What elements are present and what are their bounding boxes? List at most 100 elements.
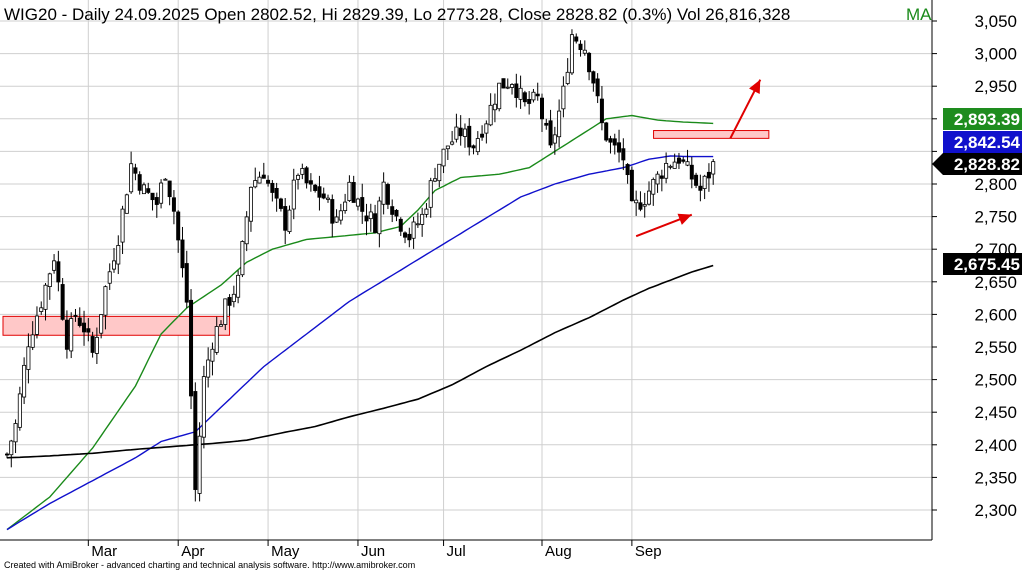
candle-body	[330, 199, 335, 224]
candle-body	[458, 127, 463, 137]
candle-body	[99, 314, 104, 334]
candle-body	[561, 85, 566, 110]
y-tick-label: 2,950	[974, 77, 1017, 96]
candle-body	[300, 168, 305, 175]
candle-body	[634, 199, 639, 204]
candle-body	[488, 104, 493, 126]
candle-body	[522, 92, 527, 103]
axis-layer	[0, 0, 933, 541]
candle-body	[321, 193, 326, 199]
candle-body	[124, 194, 129, 214]
candle-body	[146, 188, 151, 193]
candle-body	[599, 98, 604, 124]
candle-body	[552, 134, 557, 144]
candle-body	[621, 148, 626, 161]
price-badges: 2,893.39 2,842.54 2,828.82 2,675.45	[932, 108, 1022, 275]
x-tick-labels: Mar Apr May Jun Jul Aug Sep	[87, 540, 662, 560]
candle-body	[625, 164, 630, 176]
candle-body	[364, 215, 369, 222]
candle-body	[253, 180, 258, 188]
candle-body	[274, 188, 279, 199]
candle-body	[565, 71, 570, 84]
candle-body	[22, 364, 27, 398]
candle-layer	[5, 29, 716, 502]
candle-body	[52, 260, 57, 271]
candle-body	[514, 83, 519, 98]
candle-body	[257, 176, 262, 184]
candle-body	[43, 284, 48, 310]
candle-body	[437, 163, 442, 182]
candle-body	[184, 263, 189, 303]
badge-ma-short-bg	[943, 108, 1022, 130]
y-tick-label: 2,750	[974, 208, 1017, 227]
candle-body	[647, 190, 652, 205]
y-tick-label: 2,650	[974, 273, 1017, 292]
candle-body	[34, 315, 39, 335]
candle-body	[672, 161, 677, 169]
x-tick-label: Apr	[181, 543, 204, 560]
candle-body	[604, 122, 609, 141]
candle-body	[574, 36, 579, 42]
candle-body	[338, 210, 343, 221]
candle-body	[56, 261, 61, 283]
arrow-head	[677, 213, 692, 225]
candle-body	[154, 197, 159, 205]
candle-body	[60, 284, 65, 320]
candle-body	[681, 159, 686, 162]
x-tick-label: Mar	[91, 543, 117, 560]
candle-body	[569, 34, 574, 74]
candle-body	[548, 120, 553, 146]
candle-body	[480, 133, 485, 138]
candle-body	[390, 206, 395, 215]
candle-body	[103, 286, 108, 316]
candle-body	[368, 211, 373, 220]
candle-body	[441, 148, 446, 167]
candle-body	[116, 245, 121, 265]
candle-body	[377, 200, 382, 235]
candle-body	[381, 181, 386, 205]
candle-body	[557, 110, 562, 138]
candle-body	[394, 209, 399, 217]
candle-body	[527, 98, 532, 104]
candle-body	[492, 103, 497, 111]
candle-body	[193, 391, 198, 490]
candle-body	[591, 71, 596, 84]
candle-body	[711, 161, 716, 175]
candle-body	[296, 174, 301, 180]
candle-body	[26, 346, 31, 370]
chart-title: WIG20 - Daily 24.09.2025 Open 2802.52, H…	[4, 5, 790, 24]
candle-body	[129, 163, 134, 193]
x-tick-label: May	[271, 543, 300, 560]
candle-body	[248, 186, 253, 222]
candle-body	[313, 184, 318, 191]
candle-body	[689, 164, 694, 180]
candle-body	[462, 128, 467, 137]
candle-body	[420, 213, 425, 225]
candle-body	[94, 336, 99, 354]
candle-body	[325, 197, 330, 200]
y-tick-label: 2,500	[974, 371, 1017, 390]
candle-body	[141, 184, 146, 195]
candle-body	[706, 171, 711, 179]
candle-body	[112, 260, 117, 270]
candle-body	[428, 180, 433, 208]
x-tick-label: Jul	[447, 543, 466, 560]
candle-body	[13, 423, 18, 443]
candle-body	[291, 179, 296, 210]
candle-body	[445, 145, 450, 150]
badge-close: 2,828.82	[954, 155, 1020, 174]
candle-body	[218, 324, 223, 327]
candle-body	[617, 142, 622, 153]
candle-body	[206, 359, 211, 378]
candle-body	[214, 326, 219, 353]
candle-body	[651, 179, 656, 195]
candle-body	[137, 174, 142, 191]
candle-body	[698, 185, 703, 191]
candle-body	[659, 175, 664, 179]
badge-ma-long: 2,675.45	[954, 255, 1020, 274]
candle-body	[664, 162, 669, 179]
ma-line-ma_mid	[6, 155, 714, 531]
candle-body	[432, 178, 437, 182]
candle-body	[77, 317, 82, 326]
